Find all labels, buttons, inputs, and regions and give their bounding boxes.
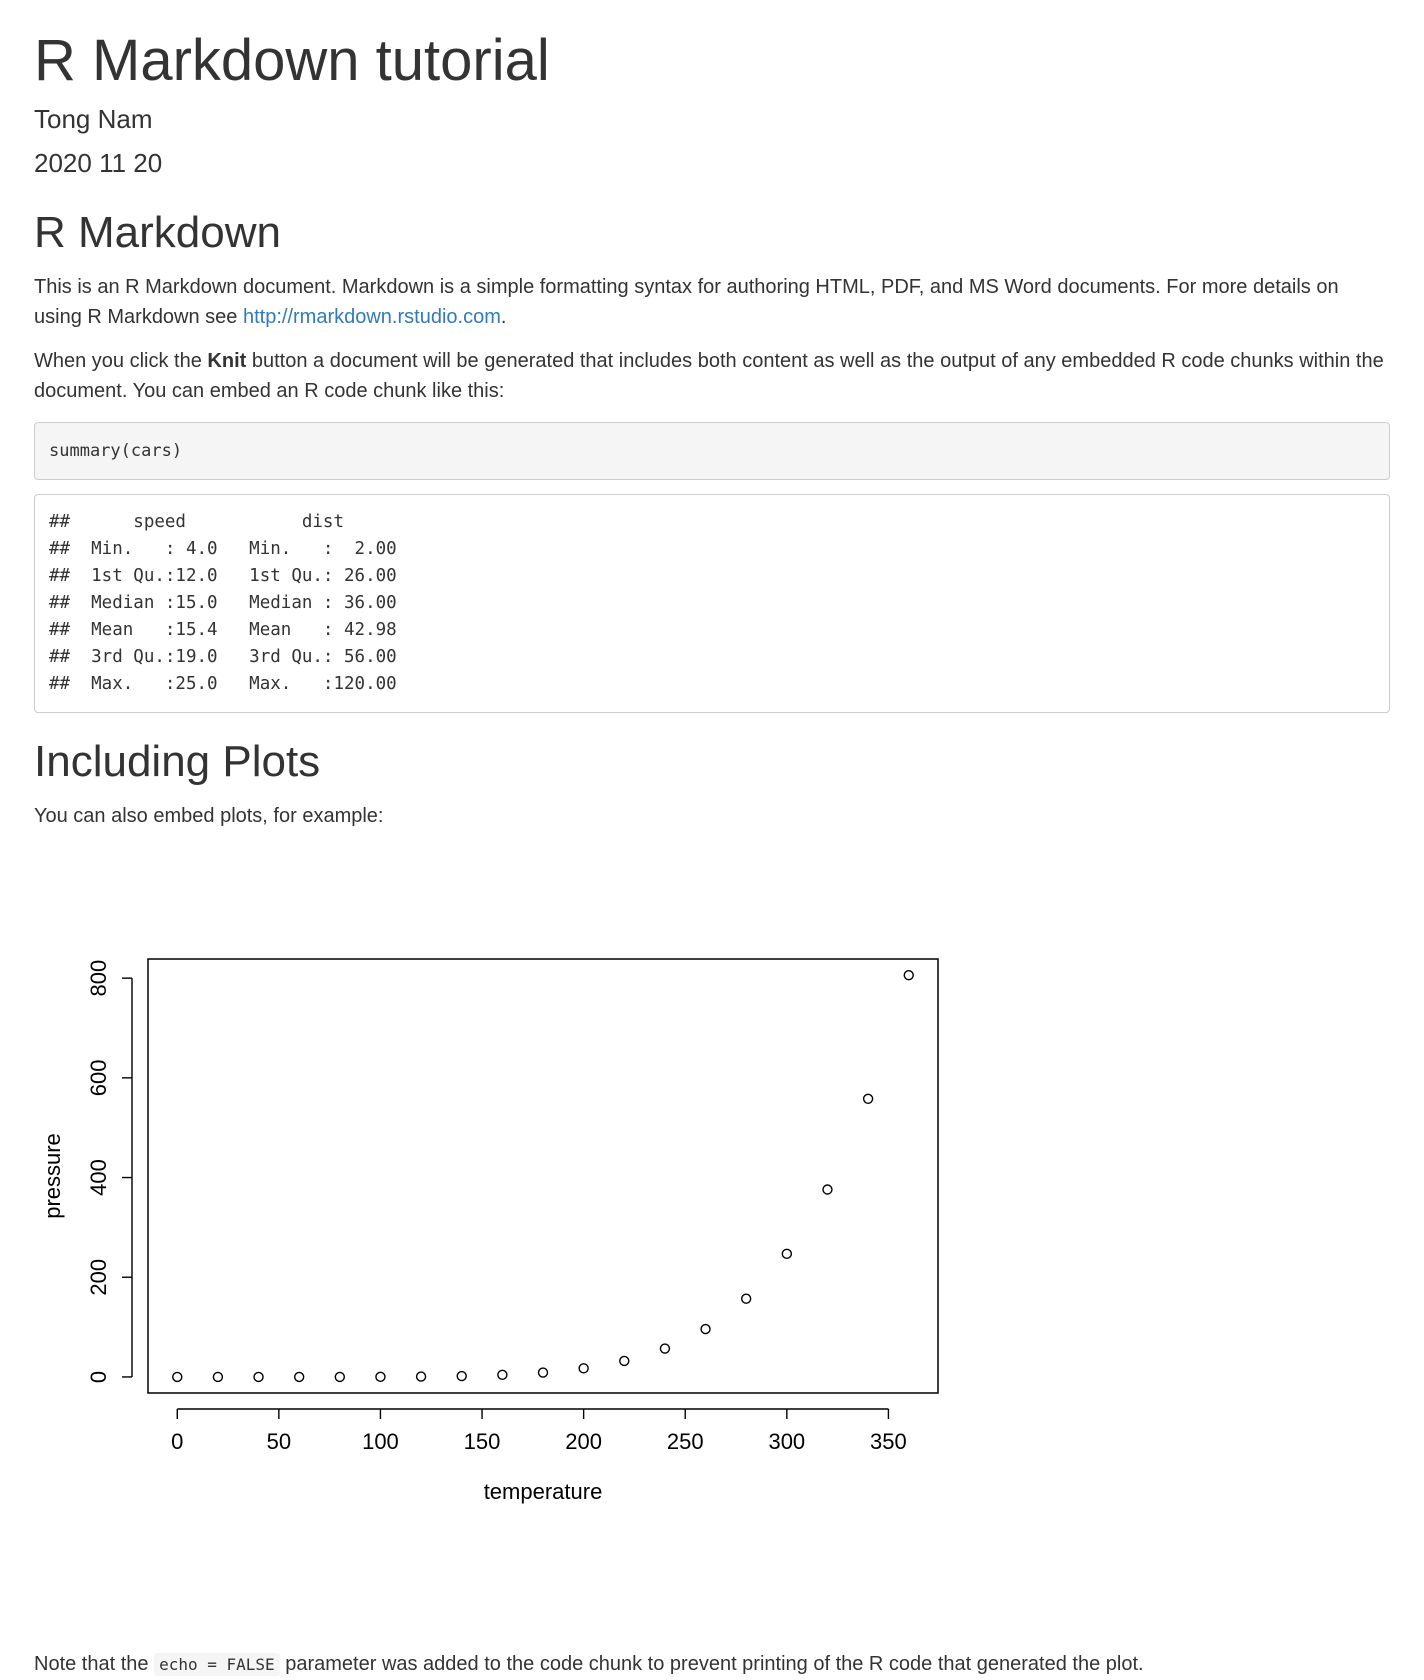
y-tick-label: 800: [86, 960, 111, 997]
date: 2020 11 20: [34, 148, 163, 178]
data-point: [375, 1371, 386, 1383]
code-chunk: summary(cars): [34, 422, 1390, 480]
x-tick-label: 0: [171, 1429, 183, 1454]
y-tick-label: 0: [86, 1371, 111, 1383]
data-point: [781, 1248, 793, 1260]
output-line: ## speed dist: [49, 512, 418, 532]
x-tick-label: 50: [267, 1429, 291, 1454]
rmarkdown-link[interactable]: http://rmarkdown.rstudio.com: [242, 306, 501, 328]
code-output: ## speed dist ## Min. : 4.0 Min. : 2.00 …: [34, 494, 1390, 713]
x-tick-label: 350: [870, 1429, 907, 1454]
y-axis-label: pressure: [40, 1133, 65, 1219]
scatter-chart: 0 50 100 150 200 250 300 350 0 200 400 600 800 temp…: [40, 958, 939, 1504]
note-text-after: parameter was added to the code chunk to…: [279, 1653, 1144, 1675]
data-point: [172, 1371, 183, 1383]
section-heading-r-markdown: R Markdown: [34, 208, 281, 257]
y-tick-label: 400: [86, 1159, 111, 1196]
x-tick-label: 100: [362, 1429, 399, 1454]
data-point: [862, 1093, 874, 1104]
plot-frame: [147, 958, 939, 1394]
output-line: ## Min. : 4.0 Min. : 2.00: [49, 539, 418, 559]
intro-text-end: .: [500, 306, 507, 328]
x-tick-label: 300: [768, 1429, 805, 1454]
author: Tong Nam: [34, 104, 153, 134]
note-paragraph: Note that the echo = FALSE parameter was…: [34, 1649, 1390, 1680]
output-line: ## 1st Qu.:12.0 1st Qu.: 26.00: [49, 566, 418, 586]
intro-paragraph: This is an R Markdown document. Markdown…: [34, 272, 1390, 332]
output-line: ## 3rd Qu.:19.0 3rd Qu.: 56.00: [49, 647, 418, 667]
data-point: [334, 1371, 346, 1383]
output-line: ## Max. :25.0 Max. :120.00: [49, 674, 418, 694]
data-point: [700, 1323, 711, 1335]
knit-text-before: When you click the: [34, 350, 208, 372]
data-point: [578, 1363, 589, 1374]
section-heading-plots: Including Plots: [34, 737, 321, 786]
data-point: [822, 1184, 833, 1195]
data-point: [659, 1343, 671, 1354]
data-point: [212, 1371, 224, 1383]
x-tick-label: 250: [667, 1429, 704, 1454]
data-point: [740, 1293, 752, 1304]
y-tick-label: 200: [86, 1259, 111, 1296]
inline-code: echo = FALSE: [154, 1653, 280, 1676]
output-line: ## Mean :15.4 Mean : 42.98: [49, 620, 418, 640]
data-point: [903, 969, 914, 981]
data-point: [537, 1367, 549, 1378]
note-text-before: Note that the: [34, 1653, 155, 1675]
data-point: [497, 1369, 508, 1381]
plots-paragraph: You can also embed plots, for example:: [34, 805, 384, 827]
knit-paragraph: When you click the Knit button a documen…: [34, 346, 1390, 406]
y-tick-label: 600: [86, 1059, 111, 1096]
x-tick-label: 200: [565, 1429, 602, 1454]
knit-bold: Knit: [207, 350, 247, 372]
data-point: [293, 1371, 305, 1383]
x-axis-label: temperature: [484, 1479, 603, 1504]
intro-text: This is an R Markdown document. Markdown…: [34, 276, 1339, 328]
knit-text-after: button a document will be generated that…: [34, 350, 1384, 402]
page-title: R Markdown tutorial: [34, 28, 550, 93]
output-line: ## Median :15.0 Median : 36.00: [49, 593, 418, 613]
data-point: [619, 1355, 630, 1367]
pressure-plot: 0 50 100 150 200 250 300 350 0 200 400 600 800 temp…: [38, 939, 998, 1629]
data-point: [456, 1370, 467, 1382]
data-point: [253, 1371, 264, 1383]
data-point: [415, 1371, 427, 1382]
x-tick-label: 150: [464, 1429, 501, 1454]
